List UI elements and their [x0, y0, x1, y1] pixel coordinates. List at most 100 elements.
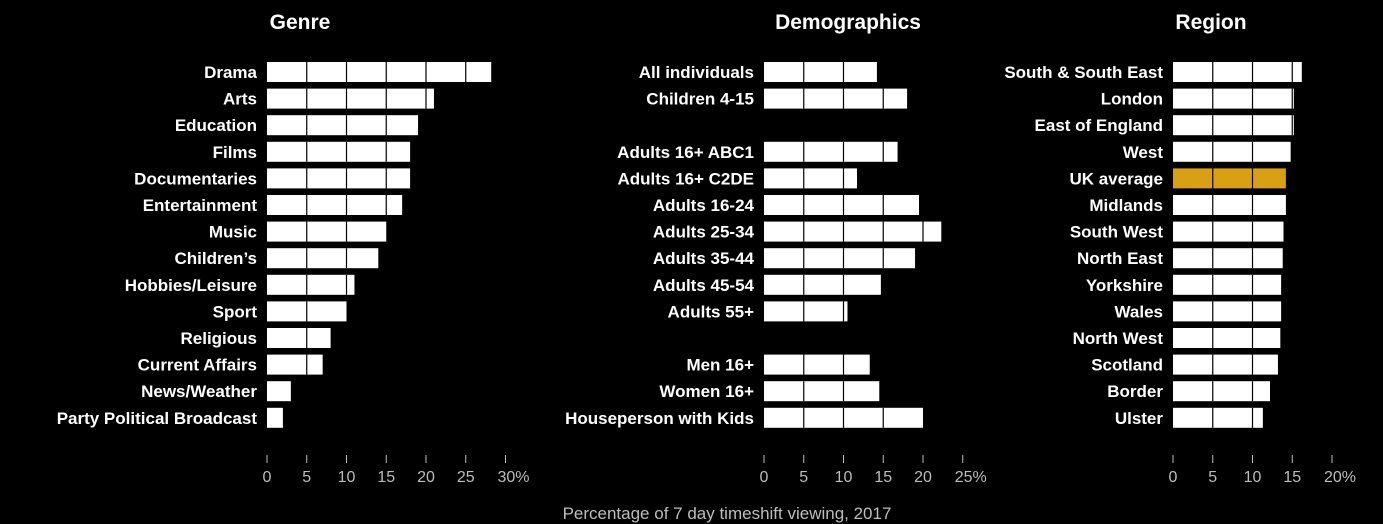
category-label: Current Affairs: [138, 356, 257, 375]
bar: [267, 354, 323, 375]
category-label: Religious: [180, 329, 257, 348]
bar: [267, 62, 492, 82]
bar: [1173, 301, 1282, 322]
category-label: Drama: [204, 63, 257, 82]
bar: [764, 88, 908, 109]
bar: [267, 407, 283, 428]
bar: [764, 168, 858, 189]
tick-label: 15: [874, 469, 892, 486]
panel-region: Region South & South East London East of En…: [1004, 11, 1356, 486]
bar: [267, 168, 411, 189]
bar: [267, 88, 434, 109]
category-label: News/Weather: [141, 382, 257, 401]
bar: [764, 354, 870, 375]
bar: [764, 141, 898, 162]
tick-label: 10: [1244, 469, 1262, 486]
panel-demographics: Demographics All individuals Children 4-15…: [565, 11, 987, 486]
tick-label: 25: [457, 469, 475, 486]
tick-label: 10: [338, 469, 356, 486]
category-label: Adults 45-54: [653, 276, 755, 295]
category-label: Documentaries: [134, 169, 257, 188]
tick-label: 5: [799, 469, 808, 486]
category-label: Children 4-15: [646, 90, 754, 109]
tick-label: 30%: [497, 469, 529, 486]
panel-title: Region: [1175, 11, 1246, 34]
bar: [267, 328, 331, 348]
tick-label: 0: [263, 469, 272, 486]
panel-title: Genre: [270, 11, 331, 34]
bar: [764, 274, 881, 295]
bar: [764, 381, 880, 402]
bar: [1173, 248, 1283, 269]
bar: [1173, 407, 1263, 428]
tick-label: 5: [1208, 469, 1217, 486]
bar: [267, 274, 355, 295]
category-label: East of England: [1035, 116, 1163, 135]
tick-label: 15: [377, 469, 395, 486]
category-label: Men 16+: [686, 356, 754, 375]
category-label: Yorkshire: [1086, 276, 1163, 295]
bar: [1173, 381, 1270, 402]
bar: [267, 381, 291, 402]
category-label: Children’s: [175, 249, 258, 268]
category-label: Midlands: [1089, 196, 1163, 215]
bar: [1173, 168, 1286, 189]
bar: [1173, 354, 1278, 375]
bar: [1173, 115, 1294, 136]
chart-caption: Percentage of 7 day timeshift viewing, 2…: [563, 504, 892, 523]
tick-label: 20%: [1324, 469, 1356, 486]
category-label: Houseperson with Kids: [565, 409, 754, 428]
category-label: Films: [213, 143, 257, 162]
category-label: Adults 16+ C2DE: [617, 169, 754, 188]
category-label: All individuals: [639, 63, 754, 82]
bar: [1173, 195, 1286, 215]
category-label: South & South East: [1004, 63, 1163, 82]
category-label: Sport: [213, 302, 258, 321]
category-label: Hobbies/Leisure: [125, 276, 257, 295]
bar: [1173, 141, 1291, 162]
category-label: UK average: [1069, 169, 1163, 188]
panel-genre: Genre Drama Arts Education Films Documentarie…: [57, 11, 530, 486]
bar: [764, 248, 916, 269]
tick-label: 5: [302, 469, 311, 486]
bar: [1173, 274, 1282, 295]
category-label: North East: [1077, 249, 1163, 268]
category-label: Arts: [223, 90, 257, 109]
bar: [267, 115, 419, 136]
category-label: Party Political Broadcast: [57, 409, 258, 428]
category-label: Music: [209, 223, 257, 242]
bar: [764, 195, 920, 215]
panel-title: Demographics: [775, 11, 921, 34]
tick-label: 0: [1169, 469, 1178, 486]
bar: [267, 195, 403, 215]
tick-label: 10: [835, 469, 853, 486]
category-label: Adults 35-44: [653, 249, 755, 268]
category-label: Education: [175, 116, 257, 135]
category-label: Adults 16+ ABC1: [617, 143, 754, 162]
category-label: Adults 55+: [668, 302, 755, 321]
bar: [267, 141, 411, 162]
chart-panels: Genre Drama Arts Education Films Documentarie…: [57, 11, 1356, 486]
bar: [764, 301, 848, 322]
tick-label: 20: [914, 469, 932, 486]
bar: [764, 62, 877, 82]
bar: [267, 248, 379, 269]
category-label: Ulster: [1115, 409, 1164, 428]
category-label: Adults 25-34: [653, 223, 755, 242]
category-label: Border: [1107, 382, 1163, 401]
category-label: North West: [1073, 329, 1164, 348]
category-label: Wales: [1114, 302, 1163, 321]
category-label: Women 16+: [659, 382, 754, 401]
bar: [267, 221, 387, 242]
bar: [764, 221, 942, 242]
category-label: West: [1123, 143, 1164, 162]
category-label: Scotland: [1091, 356, 1163, 375]
category-label: South West: [1070, 223, 1164, 242]
bar: [1173, 62, 1302, 82]
tick-label: 15: [1283, 469, 1301, 486]
bar: [1173, 328, 1281, 348]
bar: [1173, 221, 1284, 242]
bar: [1173, 88, 1294, 109]
category-label: Adults 16-24: [653, 196, 755, 215]
